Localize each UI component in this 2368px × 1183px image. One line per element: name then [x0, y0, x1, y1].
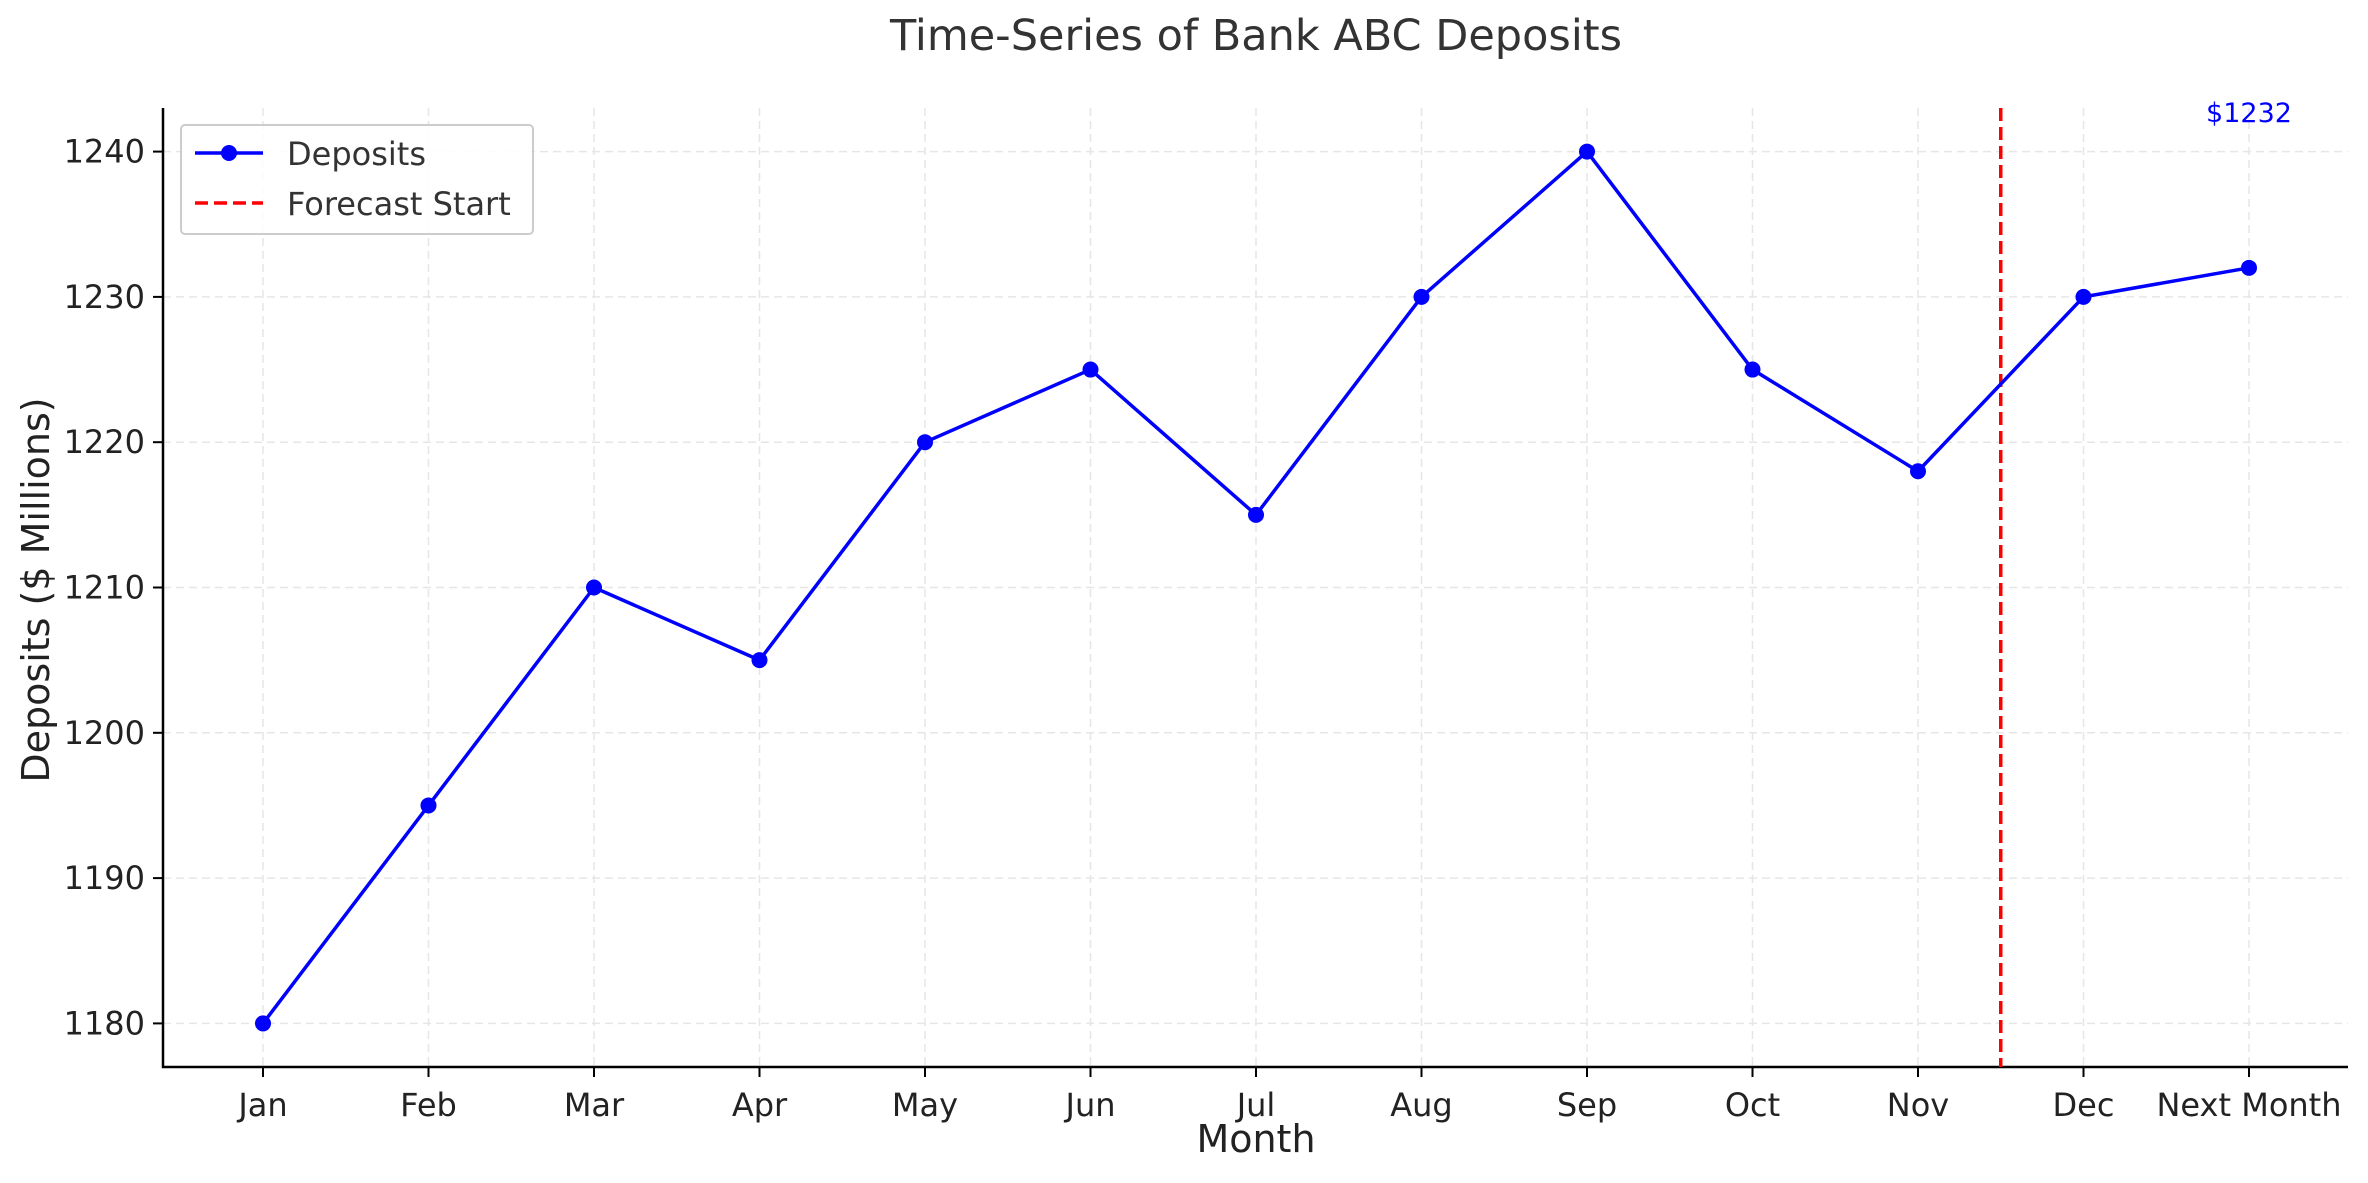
legend-frame — [180, 124, 534, 235]
data-point — [1744, 361, 1761, 378]
annotation-label: $1232 — [2206, 98, 2292, 129]
x-tick-label: Jun — [1064, 1086, 1116, 1124]
x-tick-label: Dec — [2053, 1086, 2115, 1124]
data-point — [1910, 463, 1926, 480]
x-tick-label: Sep — [1557, 1086, 1617, 1124]
x-tick-label: Nov — [1887, 1086, 1949, 1124]
chart-title: Time-Series of Bank ABC Deposits — [889, 11, 1622, 61]
y-tick-label: 1230 — [64, 278, 145, 316]
x-tick-label: Jul — [1235, 1086, 1276, 1124]
x-tick-label: Oct — [1725, 1086, 1780, 1124]
y-tick-label: 1210 — [64, 569, 145, 607]
data-point — [1579, 143, 1595, 160]
legend-deposits-marker — [221, 145, 237, 161]
x-tick-label: Mar — [564, 1086, 625, 1124]
legend: Deposits Forecast Start — [180, 124, 534, 235]
annotation-group: $1232 — [2206, 98, 2292, 129]
tick-labels: Jan Feb Mar Apr May Jun Jul Aug Sep Oct Nov Dec Next… — [64, 133, 2342, 1124]
data-point — [1082, 361, 1099, 378]
data-point — [586, 579, 602, 596]
axes — [153, 108, 2348, 1077]
y-tick-label: 1240 — [64, 133, 145, 171]
data-point — [255, 1015, 271, 1032]
x-tick-label: Jan — [236, 1086, 287, 1124]
y-tick-label: 1180 — [64, 1004, 145, 1042]
data-point — [1413, 288, 1430, 305]
data-point — [917, 434, 933, 451]
gridlines — [163, 108, 2348, 1067]
y-tick-label: 1190 — [64, 859, 145, 897]
data-point — [751, 652, 768, 669]
data-point — [1248, 506, 1264, 523]
data-point — [2075, 288, 2092, 305]
data-point — [420, 797, 437, 814]
y-tick-label: 1200 — [64, 714, 145, 752]
y-axis-label: Deposits ($ Millions) — [14, 397, 58, 782]
x-tick-label: May — [892, 1086, 958, 1124]
x-tick-label: Next Month — [2156, 1086, 2341, 1124]
y-tick-label: 1220 — [64, 423, 145, 461]
data-point — [2241, 259, 2257, 276]
x-tick-label: Feb — [400, 1086, 457, 1124]
legend-forecast-label: Forecast Start — [287, 185, 511, 223]
legend-deposits-label: Deposits — [287, 135, 426, 173]
x-tick-label: Aug — [1390, 1086, 1452, 1124]
x-axis-label: Month — [1196, 1117, 1315, 1161]
x-tick-label: Apr — [732, 1086, 788, 1124]
series-group — [255, 143, 2257, 1032]
